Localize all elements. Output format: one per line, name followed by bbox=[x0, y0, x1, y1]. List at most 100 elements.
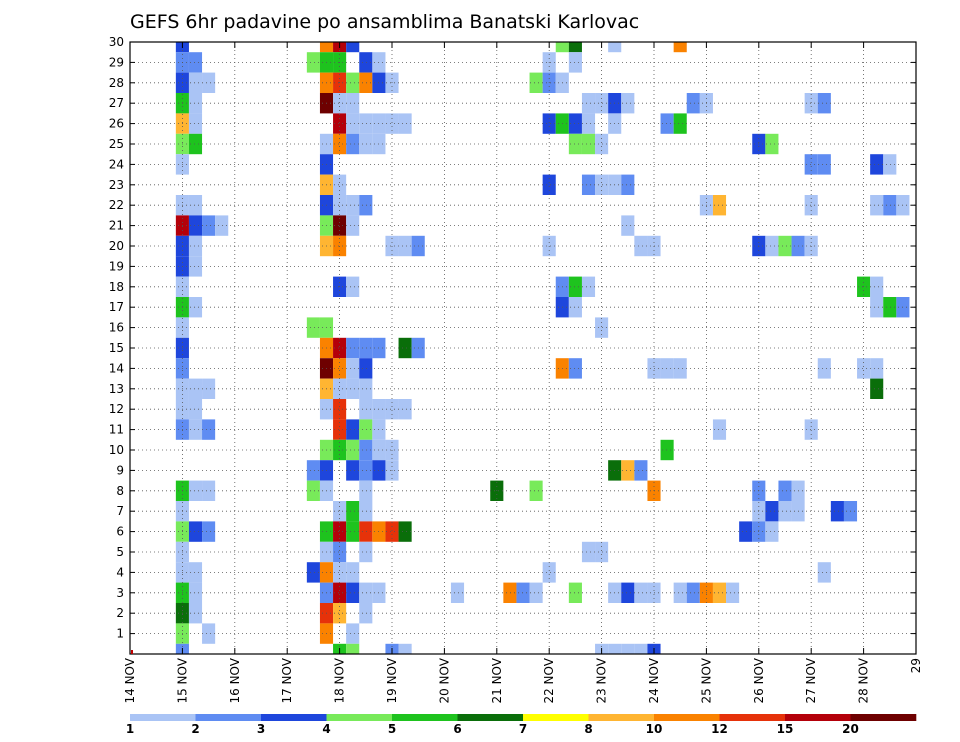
heatmap-cell bbox=[817, 358, 831, 379]
heatmap-cell bbox=[346, 133, 360, 155]
y-tick-label: 23 bbox=[109, 178, 124, 192]
heatmap-cell bbox=[817, 93, 831, 114]
heatmap-cell bbox=[188, 256, 203, 277]
heatmap-cell bbox=[359, 399, 373, 420]
heatmap-cell bbox=[333, 133, 347, 155]
heatmap-cell bbox=[333, 215, 347, 236]
heatmap-cell bbox=[581, 113, 596, 134]
y-tick-label: 17 bbox=[109, 300, 124, 314]
heatmap-cell bbox=[686, 582, 700, 603]
y-tick-label: 4 bbox=[116, 565, 124, 579]
y-tick-label: 21 bbox=[109, 219, 124, 233]
heatmap-cell bbox=[765, 501, 779, 522]
heatmap-cell bbox=[529, 72, 543, 93]
heatmap-cell bbox=[359, 439, 373, 461]
heatmap-cell bbox=[306, 562, 320, 583]
heatmap-cell bbox=[542, 113, 556, 134]
colorbar-label: 1 bbox=[126, 722, 134, 736]
heatmap-cell bbox=[359, 460, 373, 481]
heatmap-cell bbox=[333, 399, 347, 420]
y-tick-label: 6 bbox=[116, 525, 124, 539]
heatmap-cell bbox=[346, 643, 360, 654]
heatmap-cell bbox=[503, 582, 517, 603]
heatmap-cell bbox=[398, 521, 412, 542]
y-tick-label: 9 bbox=[116, 463, 124, 477]
heatmap-cell bbox=[673, 358, 687, 379]
colorbar-swatch bbox=[588, 714, 655, 721]
heatmap-cell bbox=[359, 480, 373, 501]
heatmap-cell bbox=[359, 52, 373, 73]
heatmap-cell bbox=[359, 133, 373, 155]
heatmap-cell bbox=[621, 643, 635, 654]
colorbar-label: 10 bbox=[646, 722, 663, 736]
heatmap-cell bbox=[450, 582, 465, 603]
heatmap-cell bbox=[634, 643, 648, 654]
heatmap-cell bbox=[870, 154, 884, 175]
y-tick-label: 26 bbox=[109, 117, 124, 131]
heatmap-cell bbox=[333, 174, 347, 195]
heatmap-cell bbox=[673, 113, 687, 134]
x-tick-label: 21 NOV bbox=[490, 657, 504, 703]
heatmap-cell bbox=[359, 72, 373, 93]
colorbar-label: 20 bbox=[842, 722, 859, 736]
heatmap-cell bbox=[634, 235, 648, 257]
grid-lines bbox=[130, 42, 916, 654]
heatmap-cell bbox=[686, 93, 700, 114]
heatmap-cell bbox=[883, 195, 897, 216]
heatmap-cell bbox=[870, 378, 884, 399]
heatmap-cell bbox=[188, 195, 203, 216]
heatmap-cell bbox=[333, 113, 347, 134]
heatmap-cell bbox=[568, 582, 582, 603]
colorbar-swatch bbox=[130, 714, 196, 721]
heatmap-cell bbox=[346, 378, 360, 399]
heatmap-cell bbox=[608, 643, 622, 654]
heatmap-cell bbox=[595, 93, 609, 114]
heatmap-cell bbox=[804, 93, 818, 114]
heatmap-cell bbox=[817, 562, 831, 583]
heatmap-cell bbox=[712, 582, 727, 603]
heatmap-cell bbox=[359, 541, 373, 563]
heatmap-cell bbox=[188, 93, 203, 114]
x-tick-label: 15 NOV bbox=[175, 657, 189, 703]
y-tick-label: 1 bbox=[116, 627, 124, 641]
heatmap-cell bbox=[333, 541, 347, 563]
colorbar-label: 2 bbox=[191, 722, 199, 736]
heatmap-cell bbox=[398, 399, 412, 420]
heatmap-cell bbox=[726, 582, 740, 603]
heatmap-cell bbox=[621, 215, 635, 236]
heatmap-cell bbox=[542, 562, 556, 583]
y-axis: 1234567891011121314151617181920212223242… bbox=[109, 35, 916, 641]
y-tick-label: 19 bbox=[109, 259, 124, 273]
heatmap-cell bbox=[359, 378, 373, 399]
colorbar-swatch bbox=[261, 714, 327, 721]
heatmap-cell bbox=[581, 93, 596, 114]
y-tick-label: 22 bbox=[109, 198, 124, 212]
heatmap-cell bbox=[346, 623, 360, 644]
heatmap-cell bbox=[385, 399, 399, 420]
y-tick-label: 10 bbox=[109, 443, 124, 457]
heatmap-cell bbox=[188, 297, 203, 318]
heatmap-cell bbox=[595, 317, 609, 338]
x-tick-label: 22 NOV bbox=[542, 657, 556, 703]
heatmap-cell bbox=[398, 337, 412, 359]
colorbar-swatch bbox=[326, 714, 393, 721]
heatmap-cell bbox=[346, 358, 360, 379]
colorbar-swatch bbox=[785, 714, 851, 721]
heatmap-cell bbox=[202, 521, 216, 542]
heatmap-cell bbox=[346, 460, 360, 481]
heatmap-cell bbox=[870, 297, 884, 318]
x-tick-label: 27 NOV bbox=[804, 657, 818, 703]
heatmap-cell bbox=[188, 399, 203, 420]
heatmap-cell bbox=[621, 582, 635, 603]
heatmap-cell bbox=[765, 235, 779, 257]
heatmap-cell bbox=[870, 276, 884, 297]
x-tick-label: 16 NOV bbox=[228, 657, 242, 703]
heatmap-cell bbox=[346, 562, 360, 583]
heatmap-cell bbox=[712, 419, 727, 440]
y-tick-label: 16 bbox=[109, 321, 124, 335]
heatmap-cell bbox=[568, 42, 582, 53]
y-tick-label: 24 bbox=[109, 157, 124, 171]
heatmap-cell bbox=[346, 582, 360, 603]
heatmap-cell bbox=[568, 52, 582, 73]
